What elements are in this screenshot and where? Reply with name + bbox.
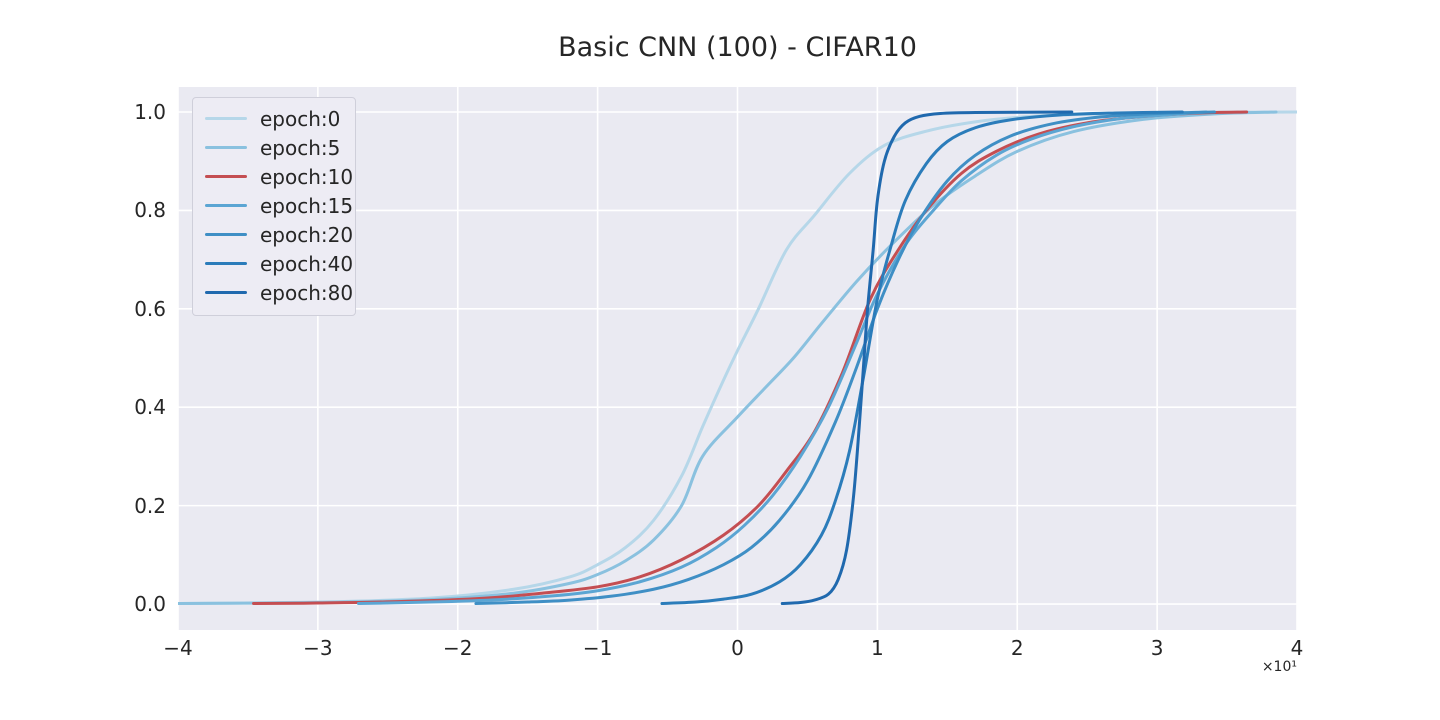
legend-line-swatch-epoch-10 xyxy=(205,174,247,179)
x-tick-label: 2 xyxy=(1010,636,1024,660)
legend-item: epoch:0 xyxy=(205,104,341,133)
x-tick-label: −2 xyxy=(443,636,473,660)
legend-item: epoch:80 xyxy=(205,278,353,307)
x-axis-offset-text: ×10¹ xyxy=(1261,659,1297,675)
x-tick-label: 1 xyxy=(871,636,884,660)
legend: epoch:0 epoch:5 epoch:10 epoch:15 epoch:… xyxy=(192,97,356,316)
legend-item: epoch:20 xyxy=(205,220,353,249)
legend-label: epoch:0 xyxy=(260,106,341,131)
y-tick-label: 0.2 xyxy=(134,493,166,518)
x-tick-label: −3 xyxy=(303,636,333,660)
legend-label: epoch:80 xyxy=(260,280,354,305)
curve-epoch-40 xyxy=(660,110,1184,606)
plot-area: epoch:0 epoch:5 epoch:10 epoch:15 epoch:… xyxy=(178,87,1297,630)
legend-line-swatch-epoch-5 xyxy=(205,145,247,150)
y-tick-label: 1.0 xyxy=(134,99,166,124)
curve-epoch-0 xyxy=(178,110,1297,606)
legend-line-swatch-epoch-20 xyxy=(205,232,247,237)
y-tick-label: 0.8 xyxy=(134,198,166,223)
legend-item: epoch:5 xyxy=(205,133,341,162)
legend-line-swatch-epoch-0 xyxy=(205,116,247,121)
curve-epoch-20 xyxy=(474,110,1216,606)
legend-line-swatch-epoch-80 xyxy=(205,290,247,295)
curve-epoch-5 xyxy=(178,110,1278,606)
x-tick-label: −1 xyxy=(582,636,613,660)
legend-label: epoch:40 xyxy=(260,251,354,276)
legend-item: epoch:15 xyxy=(205,191,353,220)
curve-epoch-10 xyxy=(252,110,1249,606)
chart-title: Basic CNN (100) - CIFAR10 xyxy=(558,32,917,63)
legend-line-swatch-epoch-15 xyxy=(205,203,247,208)
legend-line-swatch-epoch-40 xyxy=(205,261,247,266)
curve-epoch-15 xyxy=(356,110,1208,606)
x-tick-label: 4 xyxy=(1290,636,1304,660)
legend-label: epoch:10 xyxy=(260,164,354,189)
legend-label: epoch:20 xyxy=(260,222,354,247)
x-tick-label: −4 xyxy=(163,636,193,660)
chart-canvas xyxy=(178,87,1297,630)
legend-item: epoch:10 xyxy=(205,162,353,191)
x-tick-label: 3 xyxy=(1150,636,1164,660)
y-tick-label: 0.6 xyxy=(134,296,166,321)
y-tick-label: 0.4 xyxy=(134,395,166,420)
curve-epoch-80 xyxy=(780,110,1074,606)
legend-item: epoch:40 xyxy=(205,249,353,278)
x-tick-label: 0 xyxy=(731,636,744,660)
y-tick-label: 0.0 xyxy=(134,592,166,617)
legend-label: epoch:15 xyxy=(260,193,354,218)
legend-label: epoch:5 xyxy=(260,135,341,160)
